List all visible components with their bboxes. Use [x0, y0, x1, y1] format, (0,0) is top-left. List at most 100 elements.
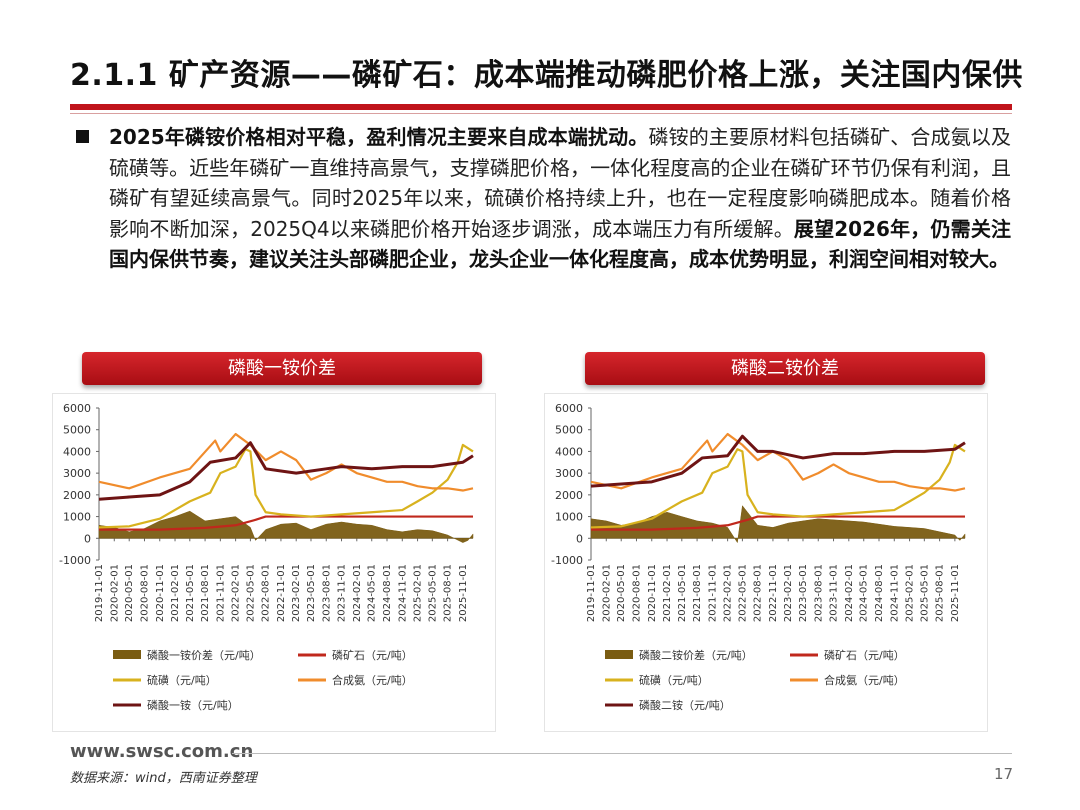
- legend-label: 磷酸二铵（元/吨）: [639, 698, 731, 712]
- x-tick-label: 2024-11-01: [397, 564, 408, 622]
- x-tick-label: 2020-05-01: [616, 564, 627, 622]
- y-tick-label: 5000: [555, 424, 583, 437]
- legend-label: 磷酸一铵价差（元/吨）: [147, 648, 261, 662]
- chart-dap-svg: 6000 5000 4000 3000 2000 1000 0 -10002019-11-01…: [551, 402, 966, 712]
- bullet-paragraph: 2025年磷铵价格相对平稳，盈利情况主要来自成本端扰动。磷铵的主要原材料包括磷矿…: [76, 122, 1011, 275]
- x-tick-label: 2019-11-01: [94, 564, 105, 622]
- spread-area: [590, 505, 966, 544]
- x-tick-label: 2020-08-01: [631, 564, 642, 622]
- legend-label: 磷矿石（元/吨）: [332, 649, 413, 662]
- chart-title-left: 磷酸一铵价差: [82, 352, 482, 385]
- series-line-4: [590, 434, 966, 488]
- x-tick-label: 2021-11-01: [215, 564, 226, 622]
- series-line-1: [591, 515, 965, 531]
- x-tick-label: 2023-02-01: [291, 564, 302, 622]
- x-tick-label: 2021-02-01: [662, 564, 673, 622]
- x-tick-label: 2021-11-01: [707, 564, 718, 622]
- y-tick-label: 3000: [63, 467, 91, 480]
- x-tick-label: 2021-05-01: [677, 564, 688, 622]
- x-tick-label: 2025-05-01: [919, 564, 930, 622]
- legend-label: 磷酸二铵价差（元/吨）: [639, 648, 753, 662]
- title-divider: [70, 104, 1012, 110]
- y-tick-label: 4000: [555, 445, 583, 458]
- x-tick-label: 2022-02-01: [231, 564, 242, 622]
- x-tick-label: 2024-02-01: [352, 564, 363, 622]
- title-divider-thin: [70, 113, 1012, 114]
- footer-url[interactable]: www.swsc.com.cn: [70, 741, 254, 762]
- x-tick-label: 2022-02-01: [723, 564, 734, 622]
- y-tick-label: 0: [84, 532, 91, 545]
- y-tick-label: 0: [576, 532, 583, 545]
- x-tick-label: 2024-05-01: [859, 564, 870, 622]
- y-tick-label: 3000: [555, 467, 583, 480]
- x-tick-label: 2022-08-01: [261, 564, 272, 622]
- page-title: 2.1.1 矿产资源——磷矿石：成本端推动磷肥价格上涨，关注国内保供: [70, 58, 1023, 93]
- legend-swatch-area: [113, 650, 141, 659]
- series-line-3: [98, 432, 474, 492]
- y-tick-label: 1000: [555, 511, 583, 524]
- spread-area: [98, 510, 474, 543]
- x-tick-label: 2020-11-01: [647, 564, 658, 622]
- chart-panel-left: 6000 5000 4000 3000 2000 1000 0 -1000 2019-11-01…: [52, 393, 496, 732]
- x-tick-label: 2022-08-01: [753, 564, 764, 622]
- x-tick-label: 2024-02-01: [844, 564, 855, 622]
- bullet-bold-lead: 2025年磷铵价格相对平稳，盈利情况主要来自成本端扰动。: [109, 125, 649, 149]
- y-tick-label: 6000: [555, 402, 583, 415]
- x-tick-label: 2019-11-01: [586, 564, 597, 622]
- x-tick-label: 2023-05-01: [306, 564, 317, 622]
- x-tick-label: 2020-08-01: [139, 564, 150, 622]
- y-tick-label: 6000: [63, 402, 91, 415]
- x-tick-label: 2025-08-01: [443, 564, 454, 622]
- x-tick-label: 2024-08-01: [874, 564, 885, 622]
- x-tick-label: 2024-11-01: [889, 564, 900, 622]
- x-tick-label: 2020-02-01: [601, 564, 612, 622]
- x-tick-label: 2025-11-01: [458, 564, 469, 622]
- y-tick-label: 2000: [555, 489, 583, 502]
- series-line-2: [590, 443, 966, 529]
- x-tick-label: 2022-11-01: [276, 564, 287, 622]
- series-line-4: [98, 441, 474, 501]
- x-tick-label: 2020-05-01: [124, 564, 135, 622]
- x-tick-label: 2024-08-01: [382, 564, 393, 622]
- legend-label: 硫磺（元/吨）: [147, 673, 217, 687]
- legend-label: 硫磺（元/吨）: [639, 673, 709, 687]
- series-line-1: [99, 515, 473, 531]
- x-tick-label: 2022-05-01: [737, 564, 748, 622]
- legend-label: 磷矿石（元/吨）: [824, 649, 905, 662]
- x-tick-label: 2021-02-01: [170, 564, 181, 622]
- legend-swatch-area: [605, 650, 633, 659]
- x-tick-label: 2020-02-01: [109, 564, 120, 622]
- y-tick-label: 4000: [63, 445, 91, 458]
- x-tick-label: 2025-02-01: [413, 564, 424, 622]
- x-tick-label: 2023-08-01: [321, 564, 332, 622]
- legend-label: 磷酸一铵（元/吨）: [147, 698, 239, 712]
- x-tick-label: 2025-11-01: [950, 564, 961, 622]
- chart-title-right: 磷酸二铵价差: [585, 352, 985, 385]
- legend-label: 合成氨（元/吨）: [824, 673, 905, 687]
- page-number: 17: [994, 765, 1014, 783]
- y-tick-label: -1000: [551, 554, 583, 567]
- bullet-bold-tail: 展望2026年，仍需关注国内保供节奏，建议关注头部磷肥企业，龙头企业一体化程度高…: [109, 216, 1011, 272]
- bullet-square-icon: [76, 130, 89, 143]
- y-tick-label: -1000: [59, 554, 91, 567]
- series-line-2: [98, 443, 474, 529]
- x-tick-label: 2023-05-01: [798, 564, 809, 622]
- chart-map-svg: 6000 5000 4000 3000 2000 1000 0 -10002019-11-01…: [59, 402, 474, 712]
- x-tick-label: 2023-08-01: [813, 564, 824, 622]
- footer-divider: [232, 753, 1012, 754]
- x-tick-label: 2022-11-01: [768, 564, 779, 622]
- bullet-body: 磷铵的主要原材料包括磷矿、合成氨以及硫磺等。近些年磷矿一直维持高景气，支撑磷肥价…: [109, 125, 1011, 241]
- footer-source: 数据来源：wind，西南证券整理: [70, 771, 257, 786]
- x-tick-label: 2022-05-01: [245, 564, 256, 622]
- y-tick-label: 2000: [63, 489, 91, 502]
- bullet-text: 2025年磷铵价格相对平稳，盈利情况主要来自成本端扰动。磷铵的主要原材料包括磷矿…: [109, 122, 1011, 275]
- x-tick-label: 2021-08-01: [200, 564, 211, 622]
- x-tick-label: 2025-05-01: [427, 564, 438, 622]
- x-tick-label: 2025-02-01: [905, 564, 916, 622]
- y-tick-label: 1000: [63, 511, 91, 524]
- x-tick-label: 2024-05-01: [367, 564, 378, 622]
- x-tick-label: 2023-02-01: [783, 564, 794, 622]
- x-tick-label: 2023-11-01: [829, 564, 840, 622]
- legend-label: 合成氨（元/吨）: [332, 673, 413, 687]
- x-tick-label: 2021-08-01: [692, 564, 703, 622]
